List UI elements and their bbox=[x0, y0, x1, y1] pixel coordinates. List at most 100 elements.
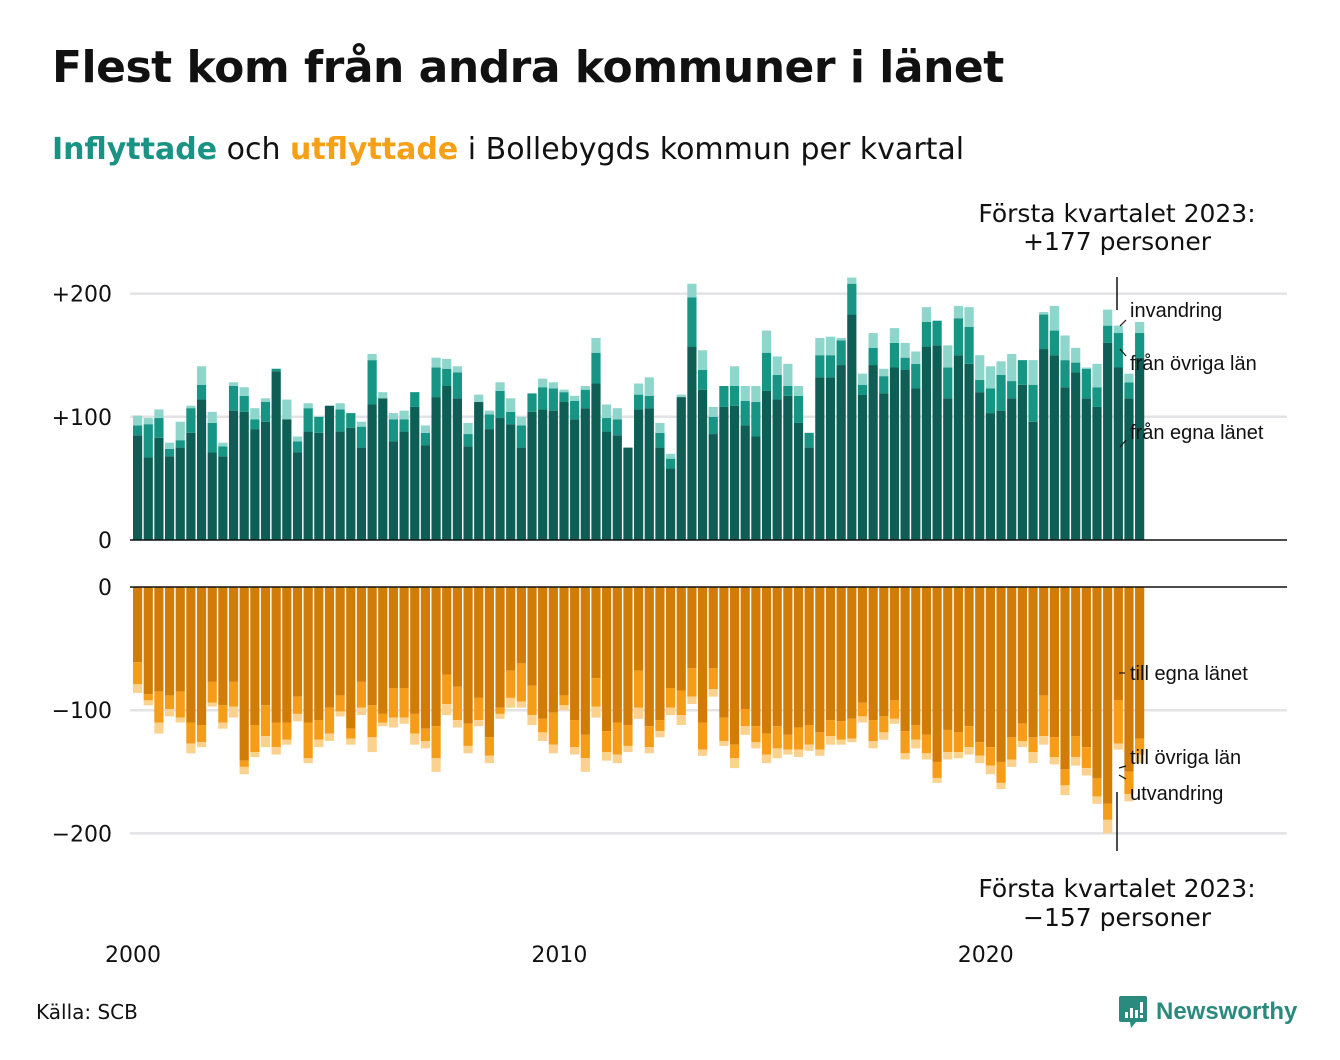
bar-ut-0 bbox=[538, 587, 548, 719]
bar-ut-0 bbox=[367, 587, 377, 706]
bar-in-0 bbox=[1049, 355, 1059, 540]
bar-in-1 bbox=[751, 402, 761, 437]
bar-ut-2 bbox=[314, 739, 324, 748]
series-label-ut: utvandring bbox=[1130, 783, 1223, 805]
bar-in-0 bbox=[378, 398, 388, 540]
bar-in-2 bbox=[218, 442, 228, 447]
annotation-bottom-line2: −157 personer bbox=[1023, 903, 1212, 932]
bar-in-2 bbox=[634, 383, 644, 395]
bar-ut-2 bbox=[687, 696, 697, 705]
bar-ut-1 bbox=[218, 705, 228, 723]
bar-ut-1 bbox=[250, 724, 260, 753]
bar-ut-1 bbox=[815, 732, 825, 750]
bar-in-0 bbox=[196, 399, 207, 540]
bar-ut-2 bbox=[538, 732, 548, 741]
bar-ut-2 bbox=[634, 707, 644, 719]
bar-in-2 bbox=[911, 351, 921, 364]
bar-in-1 bbox=[666, 458, 676, 469]
bar-in-0 bbox=[911, 388, 921, 540]
bar-ut-0 bbox=[324, 587, 335, 708]
bar-ut-1 bbox=[143, 694, 153, 701]
annotation-top-line1: Första kvartalet 2023: bbox=[978, 199, 1255, 228]
bar-ut-1 bbox=[623, 724, 633, 746]
bar-ut-0 bbox=[463, 587, 473, 724]
y-tick-label: +100 bbox=[52, 406, 112, 431]
bar-in-1 bbox=[655, 432, 665, 448]
bar-in-0 bbox=[420, 445, 431, 540]
bar-ut-2 bbox=[879, 732, 889, 740]
bar-ut-0 bbox=[207, 587, 217, 682]
subtitle-inflyttade: Inflyttade bbox=[52, 132, 218, 167]
bar-in-2 bbox=[591, 337, 601, 353]
bar-ut-1 bbox=[133, 662, 143, 685]
bar-ut-1 bbox=[857, 702, 868, 717]
bar-in-2 bbox=[1028, 360, 1038, 385]
bar-in-1 bbox=[975, 379, 985, 393]
bar-ut-2 bbox=[1028, 752, 1038, 764]
bar-in-2 bbox=[570, 395, 580, 401]
bar-ut-2 bbox=[474, 720, 484, 727]
bar-in-2 bbox=[964, 307, 974, 327]
bar-ut-1 bbox=[399, 688, 409, 718]
bar-in-0 bbox=[943, 398, 953, 540]
bar-ut-2 bbox=[463, 745, 473, 754]
bar-in-1 bbox=[250, 419, 260, 430]
bar-ut-1 bbox=[484, 737, 494, 756]
bar-ut-0 bbox=[442, 587, 452, 675]
bar-ut-0 bbox=[996, 587, 1006, 762]
bar-ut-0 bbox=[804, 587, 814, 725]
bar-in-1 bbox=[228, 386, 239, 411]
bar-in-1 bbox=[1124, 382, 1134, 399]
bar-in-0 bbox=[996, 410, 1006, 540]
bar-ut-0 bbox=[623, 587, 633, 725]
bar-ut-2 bbox=[335, 711, 345, 717]
bar-ut-0 bbox=[1113, 587, 1123, 701]
bar-ut-0 bbox=[452, 587, 462, 687]
bar-ut-0 bbox=[260, 587, 271, 706]
bar-ut-0 bbox=[314, 587, 324, 721]
bar-ut-2 bbox=[378, 722, 388, 727]
bar-ut-2 bbox=[580, 758, 590, 772]
bar-in-0 bbox=[292, 452, 303, 540]
bar-ut-1 bbox=[761, 733, 772, 755]
bar-ut-0 bbox=[729, 587, 740, 745]
bar-in-1 bbox=[495, 390, 505, 419]
y-tick-label: +200 bbox=[52, 283, 112, 308]
bar-in-0 bbox=[602, 431, 612, 540]
bar-ut-2 bbox=[751, 742, 761, 749]
bar-in-1 bbox=[154, 418, 164, 438]
bar-ut-2 bbox=[857, 716, 868, 723]
bar-in-1 bbox=[484, 414, 494, 430]
bar-ut-1 bbox=[825, 720, 836, 737]
bar-in-0 bbox=[239, 411, 249, 540]
bar-ut-1 bbox=[260, 705, 271, 737]
y-tick-label: −200 bbox=[52, 822, 112, 847]
bar-in-1 bbox=[761, 352, 772, 391]
bar-ut-0 bbox=[921, 587, 932, 735]
bar-ut-0 bbox=[825, 587, 836, 721]
bar-in-1 bbox=[420, 432, 431, 446]
bar-in-0 bbox=[729, 405, 740, 540]
bar-ut-2 bbox=[708, 689, 718, 697]
label-leader bbox=[1118, 765, 1127, 769]
bar-ut-1 bbox=[346, 728, 356, 739]
bar-ut-0 bbox=[719, 587, 729, 718]
bar-ut-1 bbox=[559, 695, 569, 706]
bar-ut-2 bbox=[282, 739, 292, 745]
annotation-top-line2: +177 personer bbox=[1023, 227, 1212, 256]
bar-ut-1 bbox=[1017, 723, 1027, 741]
bar-in-2 bbox=[420, 425, 431, 433]
bar-ut-1 bbox=[282, 722, 292, 740]
bar-ut-0 bbox=[1124, 587, 1134, 772]
bar-ut-2 bbox=[1060, 785, 1070, 796]
bar-ut-2 bbox=[186, 743, 196, 754]
bar-in-2 bbox=[751, 386, 761, 403]
bar-in-1 bbox=[1028, 384, 1038, 422]
bar-in-2 bbox=[836, 337, 846, 341]
newsworthy-logo[interactable]: Newsworthy bbox=[1118, 994, 1297, 1030]
bar-ut-0 bbox=[474, 587, 484, 698]
bar-in-1 bbox=[612, 419, 622, 436]
bar-ut-1 bbox=[367, 705, 377, 738]
bar-ut-2 bbox=[943, 752, 953, 760]
